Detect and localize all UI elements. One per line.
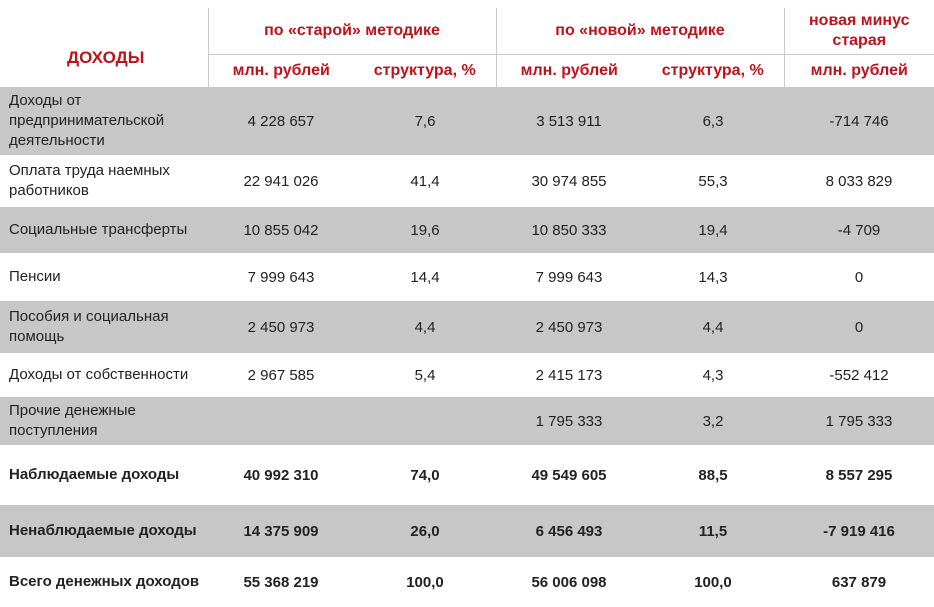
diff-cell: 0 bbox=[854, 268, 864, 286]
new-pct-cell: 55,3 bbox=[698, 172, 728, 190]
row-label: Доходы от собственности bbox=[9, 366, 189, 383]
old-mln-cell: 10 855 042 bbox=[208, 207, 354, 253]
table-row: Доходы от предпринимательской деятельнос… bbox=[0, 87, 934, 155]
old-mln-cell: 14 375 909 bbox=[208, 505, 354, 557]
group-new-header: по «новой» методике bbox=[495, 8, 784, 55]
old-pct-cell: 19,6 bbox=[354, 207, 496, 253]
old-struct-header: структура, % bbox=[373, 62, 476, 79]
diff-mln-header: млн. рублей bbox=[783, 54, 934, 87]
diff-cell: -7 919 416 bbox=[784, 505, 934, 557]
new-pct-cell: 6,3 bbox=[642, 87, 784, 155]
old-pct-cell: 7,6 bbox=[354, 87, 496, 155]
old-mln-cell bbox=[208, 397, 354, 445]
table-row: Прочие денежные поступления 1 795 333 3,… bbox=[0, 397, 934, 445]
old-pct-cell: 14,4 bbox=[410, 268, 440, 286]
old-mln-cell: 2 450 973 bbox=[208, 301, 354, 353]
group-diff-header: новая минус старая bbox=[783, 8, 934, 55]
old-pct-cell: 41,4 bbox=[410, 172, 440, 190]
old-mln-cell: 4 228 657 bbox=[208, 87, 354, 155]
new-mln-cell: 49 549 605 bbox=[531, 466, 607, 484]
table-row: Ненаблюдаемые доходы 14 375 909 26,0 6 4… bbox=[0, 505, 934, 557]
diff-cell: 1 795 333 bbox=[784, 397, 934, 445]
diff-cell: 8 557 295 bbox=[825, 466, 893, 484]
row-label: Социальные трансферты bbox=[0, 207, 208, 253]
table-row: Пенсии 7 999 643 14,4 7 999 643 14,3 0 bbox=[0, 253, 934, 301]
new-mln-cell: 7 999 643 bbox=[535, 268, 603, 286]
table-title: ДОХОДЫ bbox=[0, 8, 208, 87]
row-label: Прочие денежные поступления bbox=[0, 397, 208, 445]
table-row: Социальные трансферты 10 855 042 19,6 10… bbox=[0, 207, 934, 253]
old-pct-cell: 4,4 bbox=[354, 301, 496, 353]
old-pct-cell: 26,0 bbox=[354, 505, 496, 557]
row-label: Пенсии bbox=[9, 268, 61, 285]
table-row: Доходы от собственности 2 967 585 5,4 2 … bbox=[0, 353, 934, 397]
new-pct-cell: 100,0 bbox=[694, 573, 732, 591]
new-mln-cell: 30 974 855 bbox=[531, 172, 607, 190]
table-row: Оплата труда наемных работников 22 941 0… bbox=[0, 155, 934, 207]
new-pct-cell: 14,3 bbox=[698, 268, 728, 286]
new-mln-cell: 3 513 911 bbox=[496, 87, 642, 155]
new-mln-cell: 2 450 973 bbox=[496, 301, 642, 353]
old-mln-cell: 55 368 219 bbox=[243, 573, 319, 591]
diff-cell: -714 746 bbox=[784, 87, 934, 155]
old-mln-cell: 2 967 585 bbox=[247, 366, 315, 384]
row-label: Наблюдаемые доходы bbox=[9, 466, 180, 483]
row-label: Доходы от предпринимательской деятельнос… bbox=[0, 87, 208, 155]
income-table: ДОХОДЫ по «старой» методике по «новой» м… bbox=[0, 8, 934, 607]
table-row: Всего денежных доходов 55 368 219 100,0 … bbox=[0, 557, 934, 607]
group-old-header: по «старой» методике bbox=[207, 8, 496, 55]
table-row: Пособия и социальная помощь 2 450 973 4,… bbox=[0, 301, 934, 353]
diff-cell: 0 bbox=[784, 301, 934, 353]
old-pct-cell: 74,0 bbox=[410, 466, 440, 484]
row-label: Ненаблюдаемые доходы bbox=[0, 505, 208, 557]
new-pct-cell: 11,5 bbox=[642, 505, 784, 557]
new-pct-cell: 4,3 bbox=[702, 366, 724, 384]
new-pct-cell: 88,5 bbox=[698, 466, 728, 484]
new-pct-cell: 4,4 bbox=[642, 301, 784, 353]
old-mln-cell: 7 999 643 bbox=[247, 268, 315, 286]
row-label: Пособия и социальная помощь bbox=[0, 301, 208, 353]
diff-cell: -552 412 bbox=[829, 366, 889, 384]
old-mln-header: млн. рублей bbox=[207, 54, 354, 87]
table-row: Наблюдаемые доходы 40 992 310 74,0 49 54… bbox=[0, 445, 934, 505]
new-mln-cell: 6 456 493 bbox=[496, 505, 642, 557]
new-mln-header: млн. рублей bbox=[495, 54, 642, 87]
row-label: Всего денежных доходов bbox=[9, 573, 200, 590]
old-mln-cell: 40 992 310 bbox=[243, 466, 319, 484]
new-mln-cell: 2 415 173 bbox=[535, 366, 603, 384]
diff-cell: -4 709 bbox=[784, 207, 934, 253]
new-mln-cell: 1 795 333 bbox=[496, 397, 642, 445]
diff-cell: 637 879 bbox=[831, 573, 887, 591]
table-title-text: ДОХОДЫ bbox=[67, 47, 145, 67]
new-mln-cell: 10 850 333 bbox=[496, 207, 642, 253]
diff-cell: 8 033 829 bbox=[825, 172, 893, 190]
old-pct-cell: 5,4 bbox=[414, 366, 436, 384]
new-pct-cell: 3,2 bbox=[642, 397, 784, 445]
row-label: Оплата труда наемных работников bbox=[9, 162, 170, 199]
new-mln-cell: 56 006 098 bbox=[531, 573, 607, 591]
new-struct-header: структура, % bbox=[661, 62, 764, 79]
old-mln-cell: 22 941 026 bbox=[243, 172, 319, 190]
old-pct-cell: 100,0 bbox=[406, 573, 444, 591]
old-pct-cell bbox=[354, 397, 496, 445]
new-pct-cell: 19,4 bbox=[642, 207, 784, 253]
